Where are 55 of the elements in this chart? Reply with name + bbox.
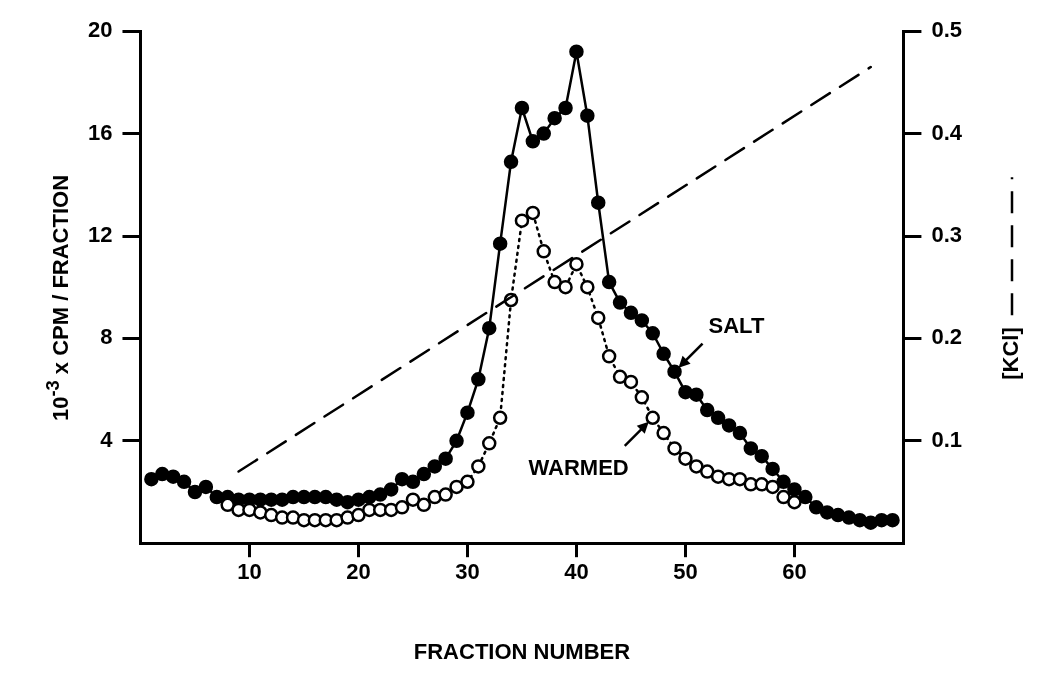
x-tick-label: 40 [564, 559, 589, 585]
point [460, 474, 475, 490]
point [416, 497, 432, 513]
y-tick-label: 16 [87, 119, 113, 145]
point [667, 441, 682, 456]
point [678, 451, 693, 466]
y-tick-label: 12 [87, 222, 113, 248]
point [525, 205, 541, 221]
x-axis-title: FRACTION NUMBER [413, 638, 631, 664]
point [482, 436, 497, 451]
point [405, 492, 421, 507]
annotation: WARMED [528, 454, 629, 480]
point [765, 479, 780, 495]
point [732, 471, 748, 487]
point [536, 244, 551, 259]
point [351, 507, 366, 523]
point [787, 494, 802, 510]
x-tick-label: 30 [455, 559, 480, 585]
point [438, 487, 453, 502]
point [492, 410, 508, 426]
point [656, 425, 671, 441]
y2-tick-label: 0.1 [931, 426, 963, 452]
point [514, 213, 530, 228]
y2-tick-label: 0.2 [931, 324, 963, 350]
annotation: SALT [708, 312, 765, 338]
point [394, 500, 410, 515]
point [689, 459, 704, 474]
point [558, 279, 573, 295]
point [623, 374, 639, 390]
point [449, 479, 464, 495]
point [601, 349, 617, 364]
x-tick-label: 20 [346, 559, 371, 585]
point [253, 505, 268, 520]
point [634, 390, 650, 405]
x-tick-label: 60 [782, 559, 807, 585]
point [590, 310, 606, 326]
point [285, 510, 301, 525]
point [612, 369, 628, 385]
point [776, 489, 791, 505]
y2-tick-label: 0.5 [931, 17, 963, 43]
point [471, 459, 486, 474]
y2-tick-label: 0.3 [931, 222, 963, 248]
point [580, 279, 595, 295]
point [547, 274, 562, 290]
y2-axis-title: [KCl] [998, 327, 1024, 380]
x-tick-label: 10 [237, 559, 262, 585]
point [645, 410, 660, 426]
y2-tick-label: 0.4 [931, 119, 963, 145]
point [699, 464, 715, 479]
x-tick-label: 50 [673, 559, 698, 585]
y-tick-label: 8 [100, 324, 113, 350]
y-tick-label: 4 [100, 426, 114, 452]
point [569, 256, 584, 272]
y-tick-label: 20 [87, 17, 113, 43]
point [710, 469, 726, 484]
